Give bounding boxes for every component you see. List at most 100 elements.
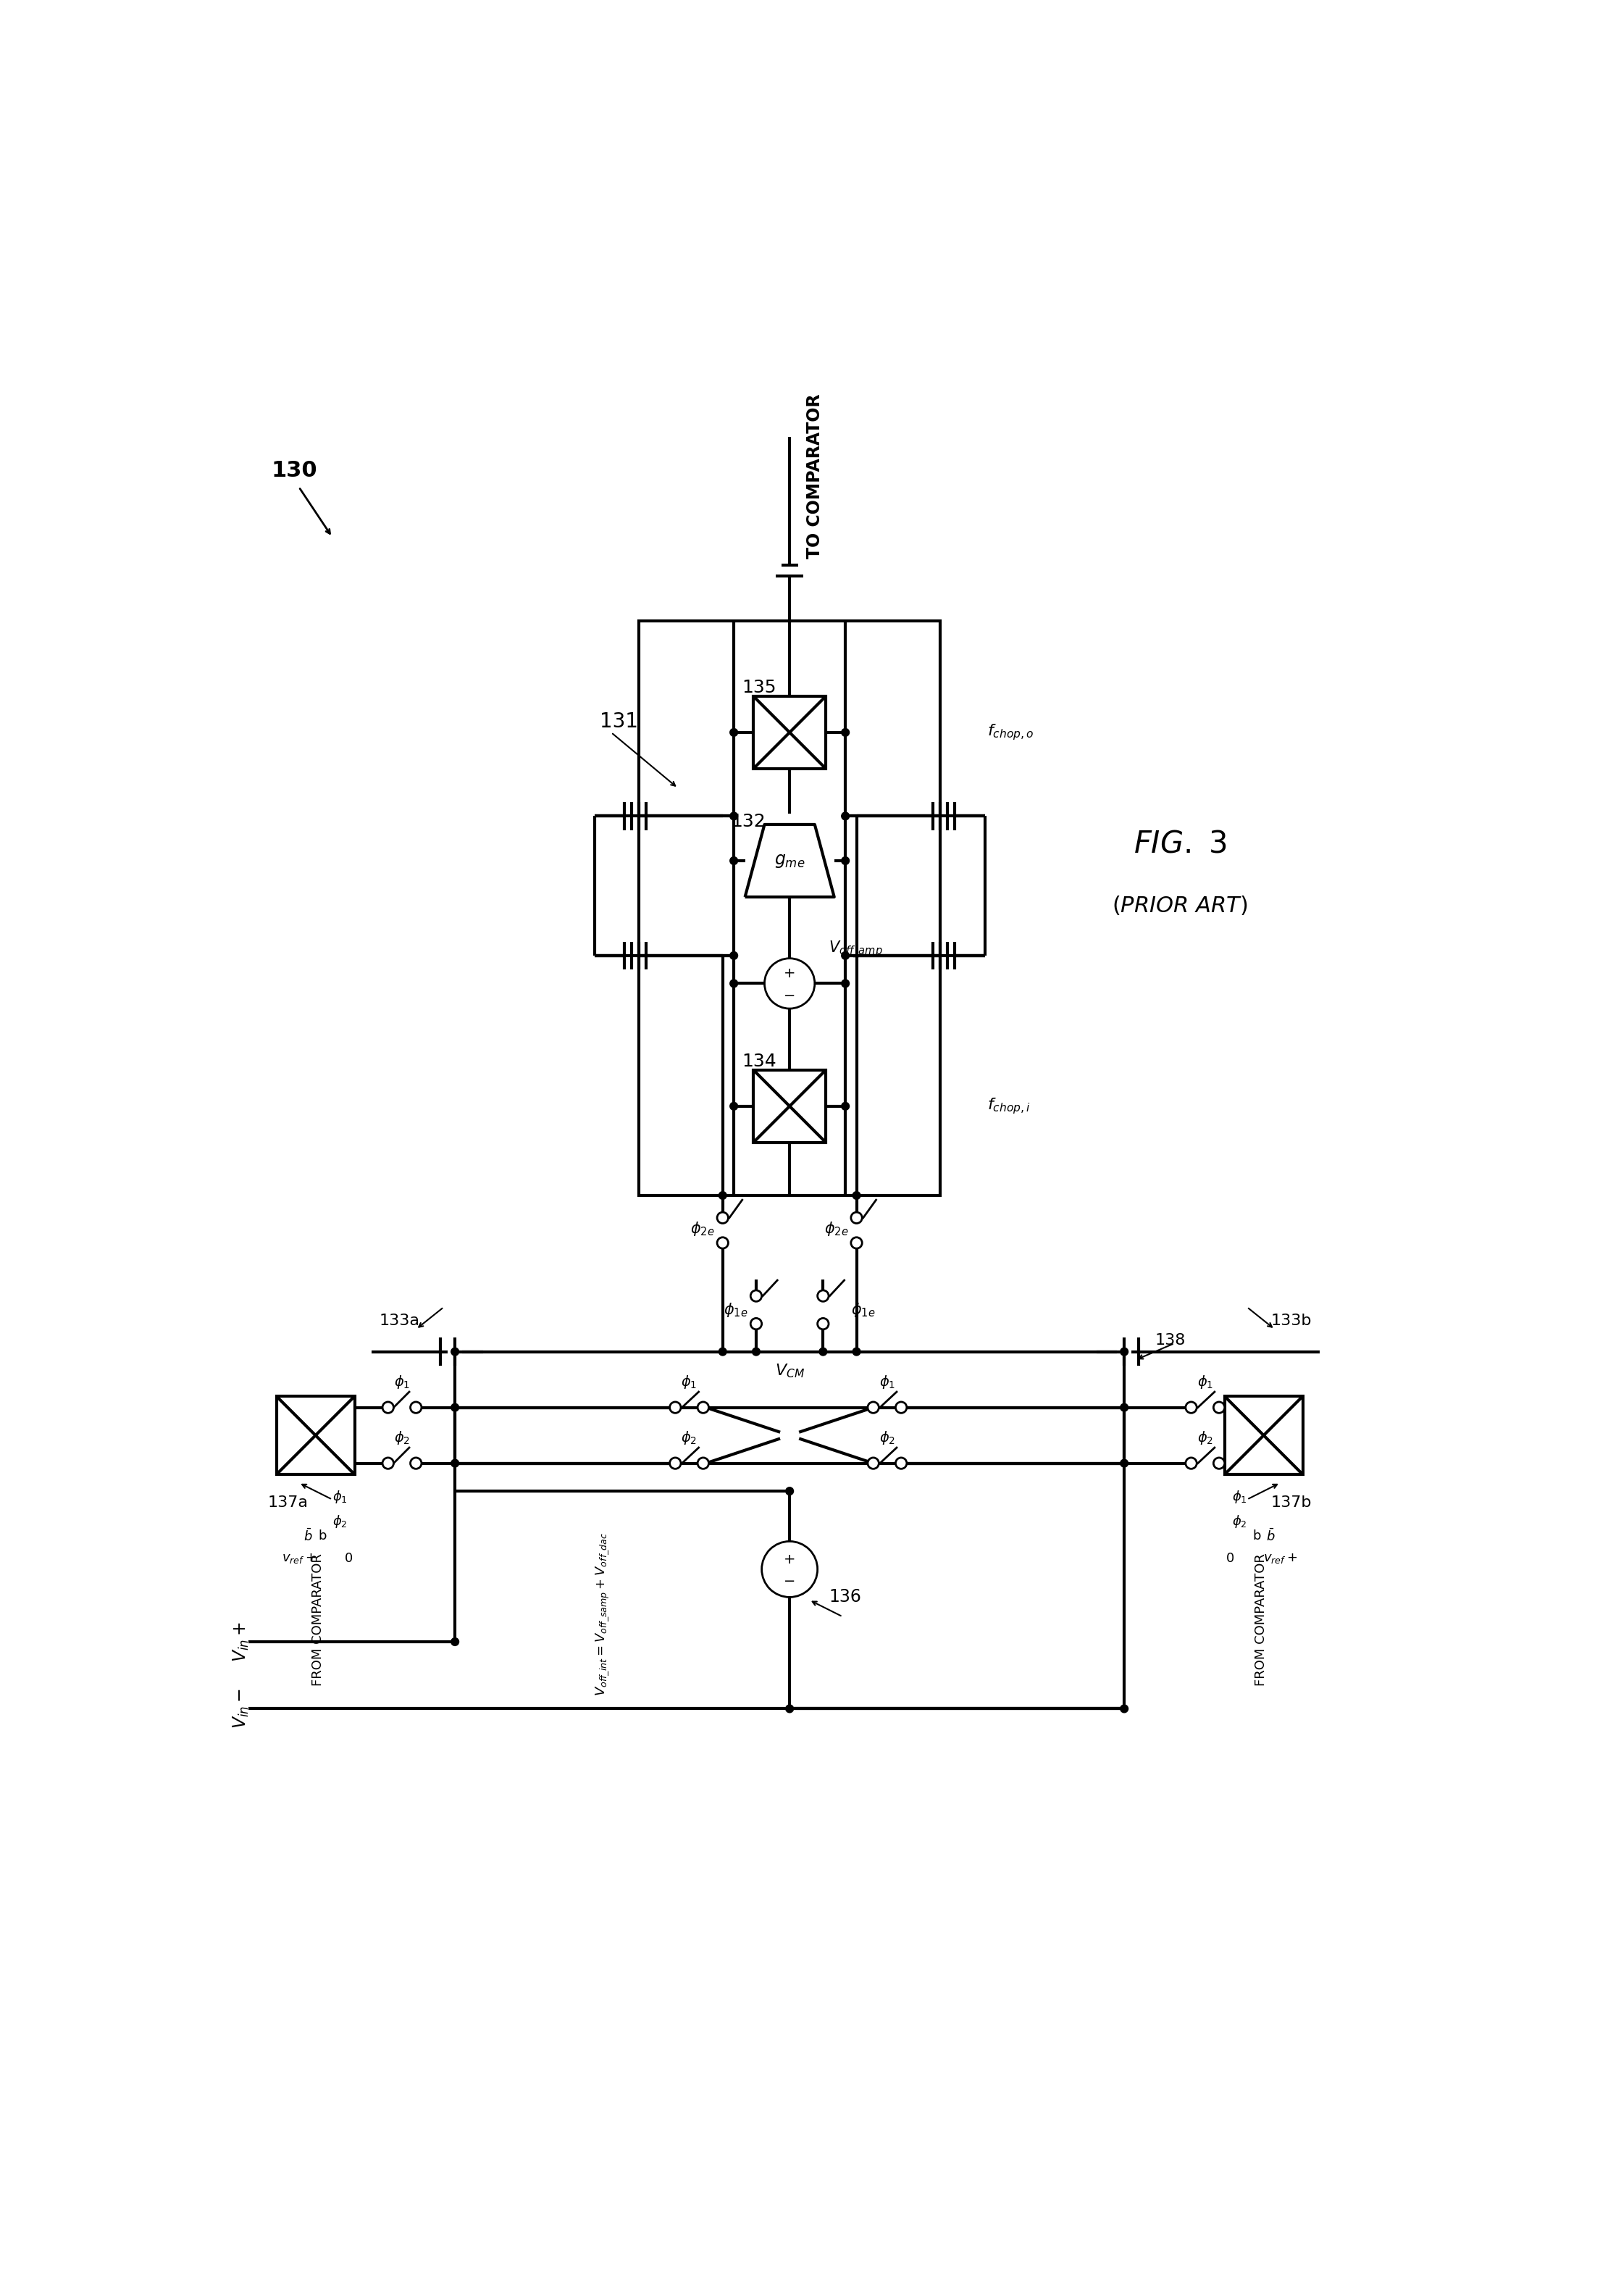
Circle shape [1213,1403,1224,1412]
Text: 131: 131 [600,712,638,732]
Text: $V_{CM}$: $V_{CM}$ [774,1362,805,1380]
Circle shape [779,1426,800,1446]
Text: 132: 132 [731,813,766,831]
Circle shape [1186,1458,1197,1469]
Text: 134: 134 [742,1054,776,1070]
Circle shape [410,1403,421,1412]
Text: $\phi_1$: $\phi_1$ [682,1373,698,1391]
Text: TO COMPARATOR: TO COMPARATOR [806,393,824,558]
Text: $v_{ref}+$: $v_{ref}+$ [1264,1552,1298,1564]
Circle shape [762,1541,818,1598]
Text: $\phi_1$: $\phi_1$ [333,1488,347,1504]
Circle shape [698,1403,709,1412]
Circle shape [718,1348,726,1355]
Text: $\phi_2$: $\phi_2$ [682,1430,698,1446]
Text: +: + [784,1552,795,1566]
Circle shape [451,1460,459,1467]
Circle shape [730,728,738,737]
Text: $V_{off\_int}=V_{off\_samp}+V_{off\_dac}$: $V_{off\_int}=V_{off\_samp}+V_{off\_dac}… [595,1531,611,1697]
Circle shape [819,1348,827,1355]
Text: $\phi_2$: $\phi_2$ [1232,1513,1246,1529]
Bar [754,1070,826,1143]
Text: 136: 136 [829,1589,861,1605]
Text: $\phi_{1e}$: $\phi_{1e}$ [723,1302,747,1318]
Text: $\phi_2$: $\phi_2$ [333,1513,347,1529]
Text: +: + [784,967,795,980]
Circle shape [853,1348,861,1355]
Circle shape [730,1102,738,1109]
Text: $V_{in}-$: $V_{in}-$ [232,1688,251,1729]
Circle shape [382,1403,394,1412]
Circle shape [765,957,814,1008]
Circle shape [717,1212,728,1224]
Text: $V_{in}+$: $V_{in}+$ [232,1621,251,1662]
Circle shape [698,1458,709,1469]
Text: b: b [1253,1529,1261,1543]
Text: $\phi_{2e}$: $\phi_{2e}$ [690,1219,714,1238]
Circle shape [752,1348,760,1355]
Circle shape [867,1403,878,1412]
Circle shape [896,1403,907,1412]
Circle shape [382,1458,394,1469]
Text: $V_{off\_amp}$: $V_{off\_amp}$ [829,939,883,960]
Circle shape [451,1637,459,1646]
Bar [1224,1396,1302,1474]
Circle shape [1120,1403,1128,1412]
Text: $g_{me}$: $g_{me}$ [774,852,805,870]
Circle shape [750,1290,762,1302]
Circle shape [842,980,850,987]
Bar [277,1396,355,1474]
Text: 0: 0 [346,1552,354,1564]
Circle shape [670,1458,682,1469]
Text: $\phi_{1e}$: $\phi_{1e}$ [851,1302,875,1318]
Circle shape [730,813,738,820]
Text: $f_{chop,o}$: $f_{chop,o}$ [987,723,1034,742]
Circle shape [410,1458,421,1469]
Circle shape [670,1403,682,1412]
Text: 138: 138 [1155,1334,1186,1348]
Circle shape [842,813,850,820]
Circle shape [451,1403,459,1412]
Bar [638,620,941,1196]
Circle shape [1120,1460,1128,1467]
Text: $\phi_1$: $\phi_1$ [1197,1373,1213,1391]
Circle shape [1120,1706,1128,1713]
Text: FROM COMPARATOR: FROM COMPARATOR [312,1552,325,1685]
Text: $v_{ref}+$: $v_{ref}+$ [282,1552,315,1564]
Text: $\phi_2$: $\phi_2$ [878,1430,896,1446]
Circle shape [1213,1458,1224,1469]
Circle shape [842,1102,850,1109]
Text: b: b [318,1529,326,1543]
Text: $\mathit{FIG.\ 3}$: $\mathit{FIG.\ 3}$ [1133,829,1227,859]
Text: 133b: 133b [1270,1313,1312,1327]
Text: $f_{chop,i}$: $f_{chop,i}$ [987,1097,1030,1116]
Text: $\bar{b}$: $\bar{b}$ [304,1527,312,1543]
Text: 137a: 137a [267,1495,307,1508]
Circle shape [851,1212,862,1224]
Circle shape [851,1238,862,1249]
Circle shape [718,1192,726,1199]
Circle shape [842,728,850,737]
Circle shape [1186,1403,1197,1412]
Circle shape [730,856,738,866]
Circle shape [842,951,850,960]
Circle shape [1120,1348,1128,1355]
Text: 0: 0 [1226,1552,1234,1564]
Circle shape [842,856,850,866]
Text: $\phi_{2e}$: $\phi_{2e}$ [824,1219,848,1238]
Circle shape [867,1458,878,1469]
Circle shape [451,1348,459,1355]
Text: −: − [784,1575,795,1589]
Circle shape [818,1290,829,1302]
Text: 135: 135 [742,680,776,696]
Text: −: − [784,990,795,1003]
Circle shape [730,951,738,960]
Circle shape [818,1318,829,1329]
Text: 133a: 133a [379,1313,419,1327]
Text: FROM COMPARATOR: FROM COMPARATOR [1254,1552,1267,1685]
Text: 130: 130 [270,459,317,480]
Text: $\phi_2$: $\phi_2$ [394,1430,410,1446]
Text: $\phi_1$: $\phi_1$ [878,1373,896,1391]
Text: $\phi_2$: $\phi_2$ [1197,1430,1213,1446]
Circle shape [786,1706,794,1713]
